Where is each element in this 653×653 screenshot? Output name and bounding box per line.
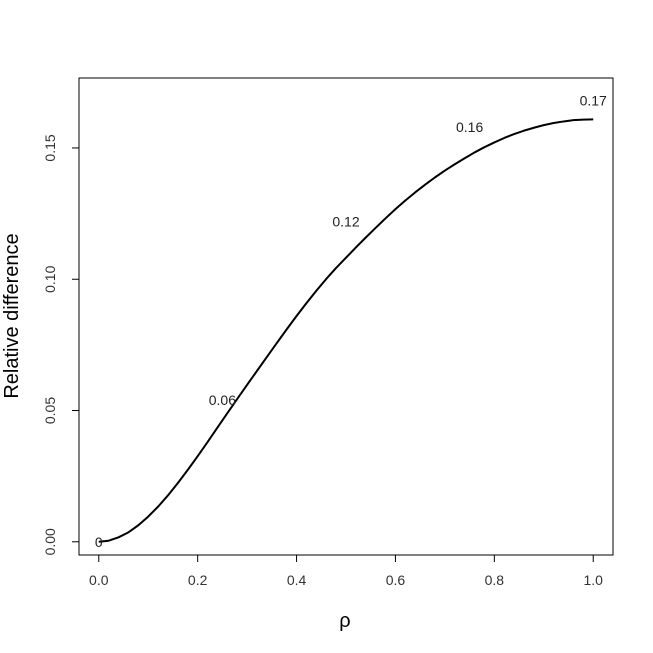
x-axis: 0.0 0.2 0.4 0.6 0.8 1.0 bbox=[89, 554, 603, 588]
point-label: 0 bbox=[95, 534, 103, 550]
y-axis-title: Relative difference bbox=[1, 233, 23, 398]
point-label: 0.12 bbox=[332, 213, 359, 229]
x-tick-label: 1.0 bbox=[583, 572, 603, 588]
point-labels: 0 0.06 0.12 0.16 0.17 bbox=[95, 93, 607, 550]
y-tick-label: 0.05 bbox=[42, 397, 58, 424]
point-label: 0.06 bbox=[209, 392, 236, 408]
x-tick-label: 0.0 bbox=[89, 572, 109, 588]
y-tick-label: 0.00 bbox=[42, 528, 58, 555]
series-layer bbox=[98, 118, 594, 543]
x-tick-label: 0.4 bbox=[287, 572, 307, 588]
y-axis: 0.00 0.05 0.10 0.15 bbox=[42, 134, 80, 555]
x-axis-title: ρ bbox=[339, 610, 350, 632]
y-tick-label: 0.15 bbox=[42, 134, 58, 161]
y-tick-label: 0.10 bbox=[42, 265, 58, 292]
x-tick-label: 0.8 bbox=[485, 572, 505, 588]
x-tick-label: 0.6 bbox=[386, 572, 406, 588]
point-label: 0.16 bbox=[456, 119, 483, 135]
series-line bbox=[98, 118, 594, 543]
point-label: 0.17 bbox=[580, 93, 607, 109]
x-tick-label: 0.2 bbox=[188, 572, 208, 588]
